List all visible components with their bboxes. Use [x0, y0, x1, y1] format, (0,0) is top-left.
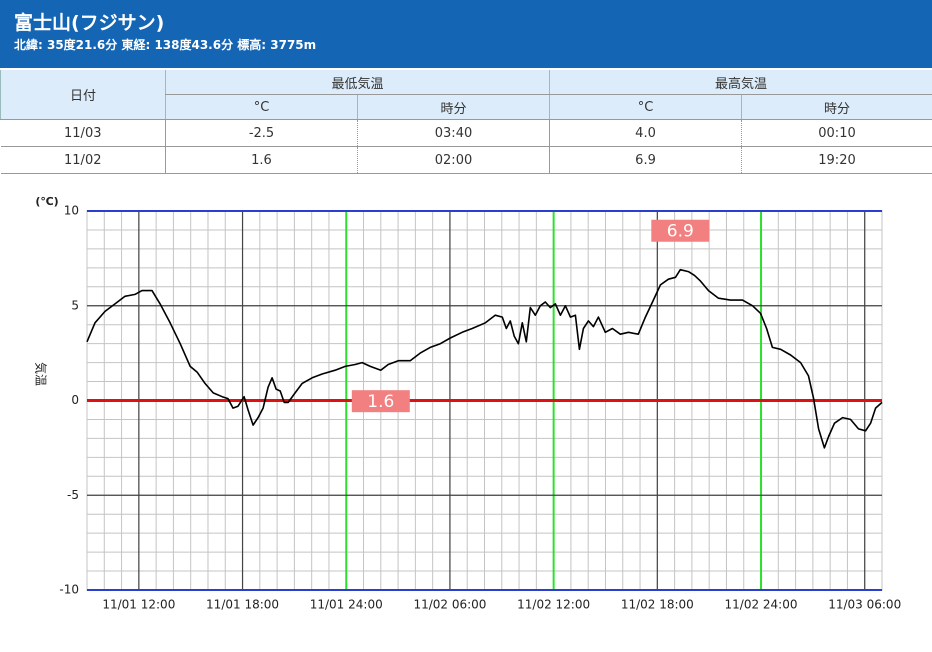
x-tick-label: 11/02 12:00: [517, 598, 590, 612]
y-axis-title: 気温: [34, 362, 49, 386]
x-tick-label: 11/01 12:00: [102, 598, 175, 612]
header-cell: °C: [165, 94, 358, 120]
cell: -2.5: [165, 119, 358, 147]
x-tick-label: 11/02 24:00: [725, 598, 798, 612]
cell: 11/03: [0, 119, 166, 147]
title: 富士山(フジサン): [14, 12, 165, 34]
cell: 11/02: [0, 146, 166, 174]
y-tick-label: 10: [64, 204, 79, 218]
temperature-line: [86, 268, 883, 449]
header-cell: 時分: [741, 94, 932, 120]
annotation-label: 1.6: [367, 392, 394, 412]
header-cell: 日付: [0, 70, 166, 120]
header-cell: 時分: [356, 94, 550, 120]
subtitle: 北緯: 35度21.6分 東経: 138度43.6分 標高: 3775m: [14, 38, 317, 52]
y-tick-label: 0: [71, 393, 79, 407]
y-tick-label: -5: [67, 488, 79, 502]
header: 富士山(フジサン) 北緯: 35度21.6分 東経: 138度43.6分 標高:…: [0, 0, 932, 68]
cell: 6.9: [549, 146, 742, 174]
cell: 19:20: [741, 146, 932, 174]
cell: 4.0: [549, 119, 742, 147]
y-tick-label: -10: [59, 583, 79, 597]
header-cell: 最高気温: [549, 70, 932, 95]
header-cell: °C: [549, 94, 742, 120]
x-tick-label: 11/03 06:00: [828, 598, 901, 612]
x-tick-label: 11/01 24:00: [310, 598, 383, 612]
annotation-label: 6.9: [667, 222, 694, 242]
cell: 00:10: [741, 119, 932, 147]
y-tick-label: 5: [71, 298, 79, 312]
x-tick-label: 11/02 18:00: [621, 598, 694, 612]
summary-table: 日付 最低気温 最高気温 °C 時分 °C 時分 11/03 -2.5 03:4…: [0, 70, 932, 174]
y-unit: (℃): [35, 195, 58, 208]
header-cell: 最低気温: [164, 70, 550, 95]
cell: 02:00: [356, 146, 550, 174]
x-tick-label: 11/01 18:00: [206, 598, 279, 612]
chart: (℃) 気温 11/01 12:00 11/01 18:00 11/01 24:00…: [34, 195, 902, 612]
cell: 1.6: [165, 146, 358, 174]
annotation-box: [651, 219, 710, 242]
x-tick-label: 11/02 06:00: [413, 598, 486, 612]
cell: 03:40: [356, 119, 550, 147]
annotation-box: [351, 390, 410, 413]
